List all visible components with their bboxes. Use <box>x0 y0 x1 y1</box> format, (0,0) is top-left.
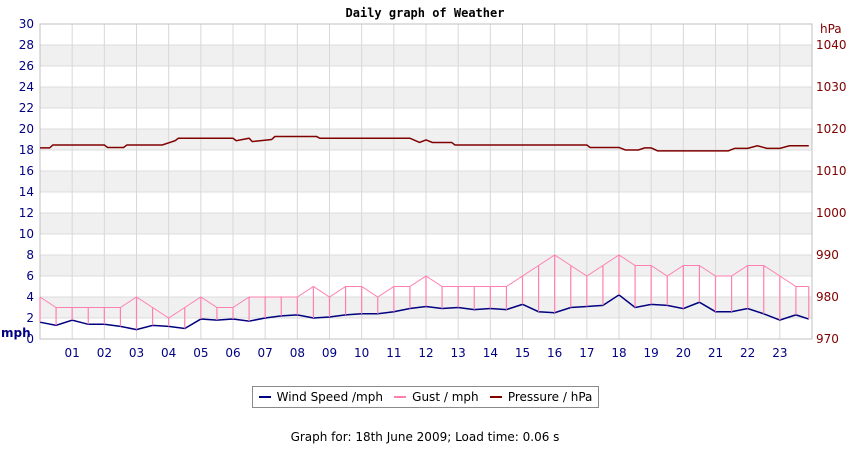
right-axis-tick-label: 970 <box>816 332 839 346</box>
x-axis-tick-label: 06 <box>225 346 240 360</box>
x-axis-tick-label: 14 <box>483 346 498 360</box>
x-axis-tick-label: 07 <box>258 346 273 360</box>
x-axis-tick-label: 09 <box>322 346 337 360</box>
plot-frame <box>39 23 813 340</box>
left-axis-tick-label: 22 <box>19 101 34 115</box>
x-axis-tick-label: 22 <box>740 346 755 360</box>
legend-label-gust: Gust / mph <box>412 390 479 404</box>
plot-area: 0246810121416182022242628309709809901000… <box>1 17 847 360</box>
right-axis-tick-label: 1030 <box>816 80 847 94</box>
x-axis-tick-label: 04 <box>161 346 176 360</box>
left-axis-tick-label: 26 <box>19 59 34 73</box>
left-axis-tick-label: 6 <box>26 269 34 283</box>
left-axis-tick-label: 20 <box>19 122 34 136</box>
x-axis-tick-label: 19 <box>644 346 659 360</box>
right-axis-tick-label: 1020 <box>816 122 847 136</box>
x-axis-tick-label: 18 <box>611 346 626 360</box>
left-axis-label: mph <box>1 326 31 340</box>
series-gust-mph <box>39 254 810 330</box>
left-axis-tick-label: 2 <box>26 311 34 325</box>
right-axis-tick-label: 1040 <box>816 38 847 52</box>
gust-line <box>39 254 809 319</box>
series-line <box>40 135 809 152</box>
x-axis-tick-label: 05 <box>193 346 208 360</box>
x-axis-tick-label: 10 <box>354 346 369 360</box>
legend-label-wind-speed: Wind Speed /mph <box>276 390 383 404</box>
x-axis-tick-label: 15 <box>515 346 530 360</box>
right-axis-label: hPa <box>820 22 842 36</box>
left-axis-tick-label: 12 <box>19 206 34 220</box>
right-axis-tick-label: 990 <box>816 248 839 262</box>
chart-legend: Wind Speed /mph Gust / mph Pressure / hP… <box>252 386 599 408</box>
x-axis-tick-label: 02 <box>97 346 112 360</box>
left-axis-tick-label: 30 <box>19 17 34 31</box>
left-axis-tick-label: 8 <box>26 248 34 262</box>
x-axis-tick-label: 08 <box>290 346 305 360</box>
legend-swatch-gust <box>394 396 407 398</box>
legend-item-pressure: Pressure / hPa <box>489 390 593 404</box>
x-axis-tick-label: 20 <box>676 346 691 360</box>
legend-label-pressure: Pressure / hPa <box>507 390 593 404</box>
x-axis-tick-label: 12 <box>418 346 433 360</box>
legend-item-wind-speed: Wind Speed /mph <box>258 390 383 404</box>
left-axis-tick-label: 28 <box>19 38 34 52</box>
right-axis-tick-label: 1010 <box>816 164 847 178</box>
footer-status: Graph for: 18th June 2009; Load time: 0.… <box>290 430 560 444</box>
x-axis-tick-label: 16 <box>547 346 562 360</box>
x-axis-tick-label: 01 <box>65 346 80 360</box>
x-axis-tick-label: 23 <box>772 346 787 360</box>
series-pressure-hpa <box>40 135 809 152</box>
left-axis-tick-label: 10 <box>19 227 34 241</box>
left-axis-tick-label: 16 <box>19 164 34 178</box>
legend-swatch-pressure <box>489 396 502 398</box>
x-axis-tick-label: 17 <box>579 346 594 360</box>
right-axis-tick-label: 980 <box>816 290 839 304</box>
legend-swatch-wind-speed <box>258 396 271 398</box>
x-axis-tick-label: 11 <box>386 346 401 360</box>
right-axis-tick-label: 1000 <box>816 206 847 220</box>
legend-item-gust: Gust / mph <box>394 390 479 404</box>
left-axis-tick-label: 14 <box>19 185 34 199</box>
chart-title: Daily graph of Weather <box>346 6 505 20</box>
left-axis-tick-label: 0 <box>26 332 34 346</box>
x-axis-tick-label: 21 <box>708 346 723 360</box>
x-axis-tick-label: 13 <box>451 346 466 360</box>
left-axis-tick-label: 18 <box>19 143 34 157</box>
x-axis-tick-label: 03 <box>129 346 144 360</box>
left-axis-tick-label: 4 <box>26 290 34 304</box>
left-axis-tick-label: 24 <box>19 80 34 94</box>
